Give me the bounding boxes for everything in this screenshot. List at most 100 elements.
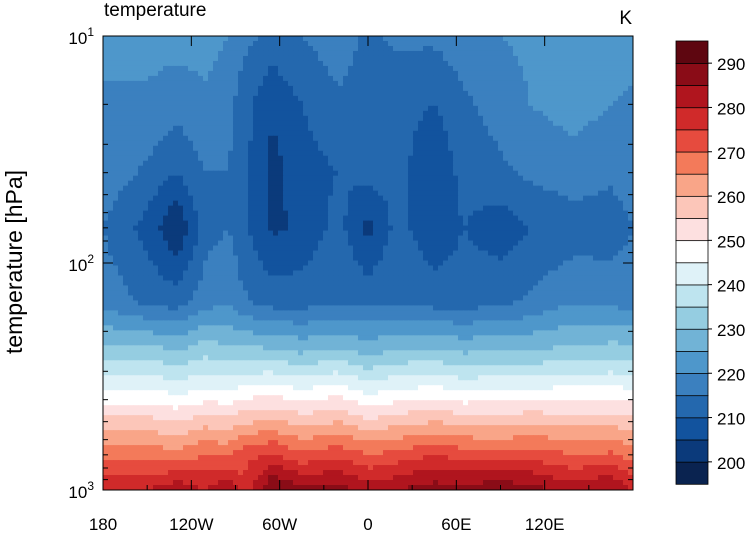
heatmap-cell [628,205,633,212]
heatmap-cell [588,145,594,152]
heatmap-cell [303,85,309,92]
heatmap-cell [438,185,444,192]
heatmap-cell [453,175,459,182]
heatmap-cell [583,95,589,102]
heatmap-cell [138,85,144,92]
heatmap-cell [578,75,584,82]
heatmap-cell [418,255,424,262]
heatmap-cell [318,165,324,172]
heatmap-cell [348,130,354,137]
heatmap-cell [113,210,119,217]
heatmap-cell [153,60,159,67]
heatmap-cell [273,230,279,237]
heatmap-cell [273,90,279,97]
heatmap-cell [303,150,309,157]
heatmap-cell [253,85,259,92]
heatmap-cell [188,120,194,127]
heatmap-cell [113,260,119,267]
heatmap-cell [228,75,234,82]
heatmap-cell [478,130,484,137]
heatmap-cell [328,260,334,267]
heatmap-cell [453,105,459,112]
heatmap-cell [313,70,319,77]
heatmap-cell [288,195,294,202]
heatmap-cell [183,230,189,237]
heatmap-cell [358,180,364,187]
heatmap-cell [218,230,224,237]
heatmap-cell [228,90,234,97]
heatmap-cell [343,245,349,252]
heatmap-cell [448,110,454,117]
heatmap-cell [318,85,324,92]
heatmap-cell [568,210,574,217]
heatmap-cell [573,125,579,132]
heatmap-cell [513,75,519,82]
heatmap-cell [278,150,284,157]
heatmap-cell [363,205,369,212]
heatmap-cell [533,210,539,217]
heatmap-cell [563,100,569,107]
heatmap-cell [438,80,444,87]
heatmap-cell [153,110,159,117]
heatmap-cell [228,55,234,62]
heatmap-cell [108,100,114,107]
heatmap-cell [563,135,569,142]
heatmap-cell [308,125,314,132]
heatmap-cell [233,210,239,217]
heatmap-cell [243,205,249,212]
heatmap-cell [333,265,339,272]
heatmap-cell [283,130,289,137]
heatmap-cell [193,36,199,42]
heatmap-cell [433,160,439,167]
heatmap-cell [263,210,269,217]
heatmap-cell [548,230,554,237]
heatmap-cell [108,165,114,172]
heatmap-cell [458,120,464,127]
heatmap-cell [543,65,549,72]
heatmap-cell [483,80,489,87]
heatmap-cell [403,250,409,257]
heatmap-cell [258,240,264,247]
heatmap-cell [183,90,189,97]
heatmap-cell [183,105,189,112]
heatmap-cell [253,245,259,252]
heatmap-cell [123,160,129,167]
heatmap-cell [318,195,324,202]
heatmap-cell [543,110,549,117]
heatmap-cell [148,175,154,182]
heatmap-cell [618,215,624,222]
heatmap-cell [288,155,294,162]
heatmap-cell [468,250,474,257]
heatmap-cell [248,120,254,127]
heatmap-cell [548,100,554,107]
heatmap-cell [498,60,504,67]
heatmap-cell [438,120,444,127]
heatmap-cell [108,135,114,142]
heatmap-cell [348,90,354,97]
heatmap-cell [153,70,159,77]
heatmap-cell [263,80,269,87]
heatmap-cell [593,50,599,57]
heatmap-cell [168,210,174,217]
heatmap-cell [378,100,384,107]
heatmap-cell [593,160,599,167]
heatmap-cell [208,55,214,62]
heatmap-cell [458,160,464,167]
heatmap-cell [403,105,409,112]
heatmap-cell [133,36,139,42]
heatmap-cell [243,110,249,117]
heatmap-cell [573,36,579,42]
heatmap-cell [408,90,414,97]
heatmap-cell [568,260,574,267]
heatmap-cell [143,115,149,122]
heatmap-cell [333,80,339,87]
heatmap-cell [143,260,149,267]
heatmap-cell [428,200,434,207]
heatmap-cell [103,240,109,247]
heatmap-cell [403,195,409,202]
heatmap-cell [383,240,389,247]
heatmap-cell [603,125,609,132]
heatmap-cell [243,140,249,147]
heatmap-cell [443,80,449,87]
heatmap-cell [443,65,449,72]
